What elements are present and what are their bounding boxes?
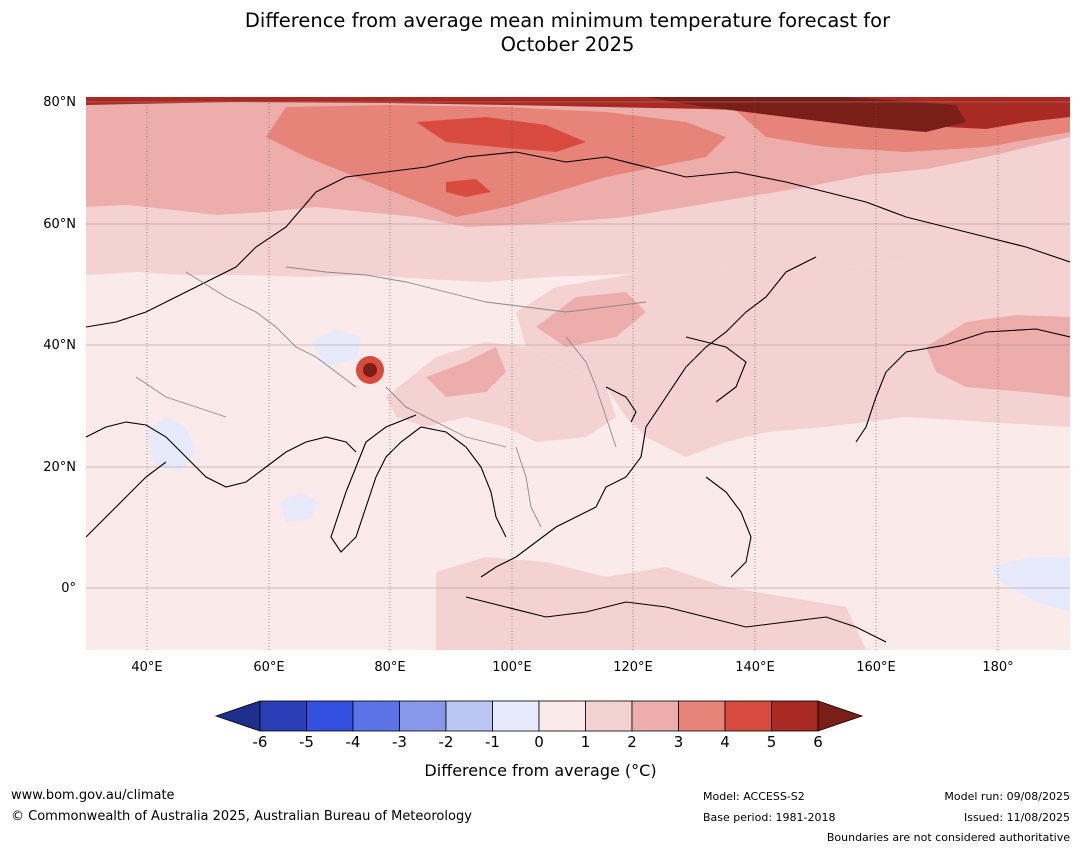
lon-label-160e: 160°E	[856, 660, 896, 675]
colorbar-tick-label: -2	[438, 733, 454, 751]
colorbar-segment	[631, 700, 679, 732]
lat-label-60n: 60°N	[43, 217, 76, 232]
anomaly-hotspot-inner	[363, 363, 377, 377]
anomaly-region-lena-4-5	[446, 179, 491, 197]
anomaly-region-indonesia-1-2	[436, 557, 866, 650]
graticule-lat	[86, 101, 1070, 589]
lat-label-0: 0°	[61, 581, 76, 596]
anomaly-region-east-1-2	[516, 247, 1070, 457]
title-line-1: Difference from average mean minimum tem…	[244, 9, 891, 32]
colorbar-tick-label: -3	[392, 733, 407, 751]
colorbar-extend-high	[817, 700, 864, 732]
colorbar-segment	[259, 700, 307, 732]
graticule	[146, 97, 999, 650]
colorbar-tick-label: 5	[766, 733, 777, 751]
anomaly-region-arabia-cold	[146, 417, 196, 472]
anomaly-region-china-1-2	[386, 342, 616, 442]
colorbar-segment	[771, 700, 819, 732]
colorbar-tick-label: -4	[345, 733, 361, 751]
colorbar-title: Difference from average (°C)	[424, 761, 657, 780]
footer-issued: Issued: 11/08/2025	[963, 811, 1070, 824]
footer-website[interactable]: www.bom.gov.au/climate	[11, 788, 175, 803]
lon-label-60e: 60°E	[253, 660, 285, 675]
country-borders	[135, 266, 647, 528]
map-svg	[86, 97, 1070, 650]
anomaly-region-pacific-cold	[991, 557, 1070, 612]
lat-label-40n: 40°N	[43, 338, 76, 353]
lon-label-100e: 100°E	[492, 660, 532, 675]
colorbar-segment	[492, 700, 540, 732]
colorbar-segment	[724, 700, 772, 732]
title-line-2: October 2025	[500, 33, 635, 56]
footer-copyright: © Commonwealth of Australia 2025, Austra…	[11, 809, 472, 824]
footer-model-run: Model run: 09/08/2025	[944, 790, 1070, 803]
colorbar	[214, 700, 864, 732]
colorbar-tick-label: 1	[580, 733, 591, 751]
lat-label-80n: 80°N	[43, 95, 76, 110]
colorbar-extend-low	[214, 700, 261, 732]
colorbar-tick-label: -5	[299, 733, 314, 751]
temperature-anomaly-map	[86, 97, 1070, 650]
lon-label-40e: 40°E	[131, 660, 163, 675]
coastlines	[86, 151, 1070, 643]
lon-label-140e: 140°E	[735, 660, 775, 675]
colorbar-segment	[585, 700, 633, 732]
colorbar-tick-label: 3	[673, 733, 684, 751]
colorbar-tick-label: 2	[627, 733, 637, 751]
colorbar-tick-label: -6	[252, 733, 268, 751]
anomaly-region-kazakh-cold	[311, 329, 361, 367]
anomaly-region-arabian-sea-cold	[281, 492, 318, 522]
lon-label-80e: 80°E	[374, 660, 406, 675]
colorbar-tick-label: 0	[534, 733, 544, 751]
colorbar-segment	[538, 700, 586, 732]
colorbar-segment	[678, 700, 726, 732]
anomaly-region-siberia-3-4	[266, 105, 726, 217]
colorbar-segment	[352, 700, 400, 732]
footer-base-period: Base period: 1981-2018	[703, 811, 836, 824]
colorbar-tick-label: 6	[813, 733, 823, 751]
lat-label-20n: 20°N	[43, 460, 76, 475]
colorbar-tick-label: -1	[485, 733, 500, 751]
lon-label-120e: 120°E	[613, 660, 653, 675]
anomaly-region-taimyr-4-5	[416, 117, 586, 152]
colorbar-segment	[306, 700, 354, 732]
colorbar-segment	[445, 700, 493, 732]
map-title: Difference from average mean minimum tem…	[0, 9, 1081, 57]
lon-label-180: 180°	[982, 660, 1014, 675]
anomaly-region-arctic-gt6	[646, 97, 966, 132]
anomaly-region-tibet-2-3	[426, 347, 506, 397]
colorbar-segment	[399, 700, 447, 732]
footer-disclaimer: Boundaries are not considered authoritat…	[826, 831, 1070, 844]
footer-model: Model: ACCESS-S2	[703, 790, 805, 803]
colorbar-tick-label: 4	[720, 733, 730, 751]
